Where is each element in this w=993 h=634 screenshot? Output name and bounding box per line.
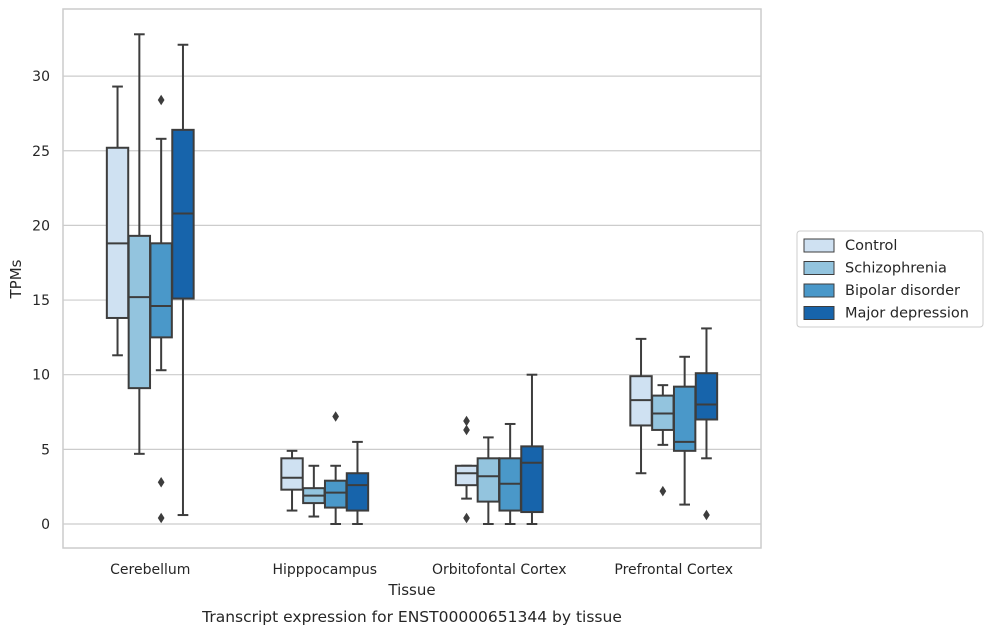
outlier-point (157, 476, 165, 488)
legend-swatch (803, 261, 835, 275)
box-iqr (694, 372, 719, 421)
box-iqr (280, 457, 304, 491)
y-tick-label-30: 30 (32, 69, 50, 85)
box-iqr (345, 472, 370, 512)
legend-swatch (803, 306, 835, 320)
box-prefrontal-cortex-control (629, 337, 653, 475)
y-tick-labels: 0 5 10 15 20 25 30 (32, 69, 50, 533)
y-tick-label-0: 0 (41, 517, 50, 533)
legend-item-major-depression: Major depression (803, 306, 969, 322)
box-prefrontal-cortex-major-depression (694, 327, 719, 521)
outlier-point (703, 509, 710, 521)
legend-item-bipolar-disorder: Bipolar disorder (803, 283, 960, 299)
box-prefrontal-cortex-schizophrenia (651, 384, 675, 497)
y-tick-label-10: 10 (32, 368, 50, 384)
box-iqr (520, 445, 544, 514)
box-iqr (149, 242, 173, 339)
outlier-point (157, 512, 165, 524)
box-hipppocampus-major-depression (345, 440, 370, 525)
legend-label: Major depression (845, 306, 969, 322)
x-axis-label: Tissue (387, 581, 435, 599)
legend-swatch (803, 283, 835, 298)
box-cerebellum-major-depression (171, 43, 195, 517)
outlier-point (463, 424, 470, 436)
y-axis-label: TPMs (7, 259, 25, 299)
box-iqr (127, 234, 152, 390)
chart-caption: Transcript expression for ENST0000065134… (201, 608, 622, 626)
box-iqr (476, 457, 501, 503)
outlier-point (463, 512, 470, 524)
box-orbitofontal-cortex-bipolar-disorder (498, 422, 522, 525)
legend-item-control: Control (803, 238, 897, 254)
legend-swatch (803, 238, 835, 253)
outlier-point (157, 94, 165, 106)
boxes (105, 33, 719, 525)
box-orbitofontal-cortex-control (454, 415, 479, 524)
box-iqr (454, 464, 479, 487)
plot-frame (62, 8, 762, 549)
legend-item-schizophrenia: Schizophrenia (803, 261, 947, 277)
box-cerebellum-schizophrenia (127, 33, 152, 455)
y-tick-label-25: 25 (32, 144, 50, 160)
box-hipppocampus-control (280, 449, 304, 512)
y-tick-label-15: 15 (32, 293, 50, 309)
x-tick-label-orbitofontal-cortex: Orbitofontal Cortex (432, 562, 567, 578)
x-tick-label-cerebellum: Cerebellum (110, 562, 190, 578)
y-tick-label-5: 5 (41, 442, 50, 458)
box-hipppocampus-schizophrenia (302, 464, 326, 518)
box-hipppocampus-bipolar-disorder (323, 411, 348, 525)
legend-label: Bipolar disorder (845, 283, 960, 299)
x-tick-label-hipppocampus: Hipppocampus (272, 562, 377, 578)
legend-frame (796, 230, 984, 328)
box-prefrontal-cortex-bipolar-disorder (672, 355, 697, 506)
box-iqr (323, 479, 348, 509)
x-tick-labels: Cerebellum Hipppocampus Orbitofontal Corte… (110, 562, 733, 578)
outlier-point (463, 415, 470, 427)
box-cerebellum-control (105, 85, 130, 357)
box-iqr (105, 146, 130, 319)
box-cerebellum-bipolar-disorder (149, 94, 173, 524)
x-tick-label-prefrontal-cortex: Prefrontal Cortex (614, 562, 733, 578)
legend-label: Schizophrenia (845, 261, 947, 277)
outlier-point (332, 411, 340, 422)
legend: Control Schizophrenia Bipolar disorder Majo… (796, 230, 984, 328)
legend-label: Control (845, 238, 897, 254)
outlier-point (659, 485, 667, 497)
box-orbitofontal-cortex-schizophrenia (476, 436, 501, 525)
box-orbitofontal-cortex-major-depression (520, 373, 544, 525)
y-tick-label-20: 20 (32, 218, 50, 234)
